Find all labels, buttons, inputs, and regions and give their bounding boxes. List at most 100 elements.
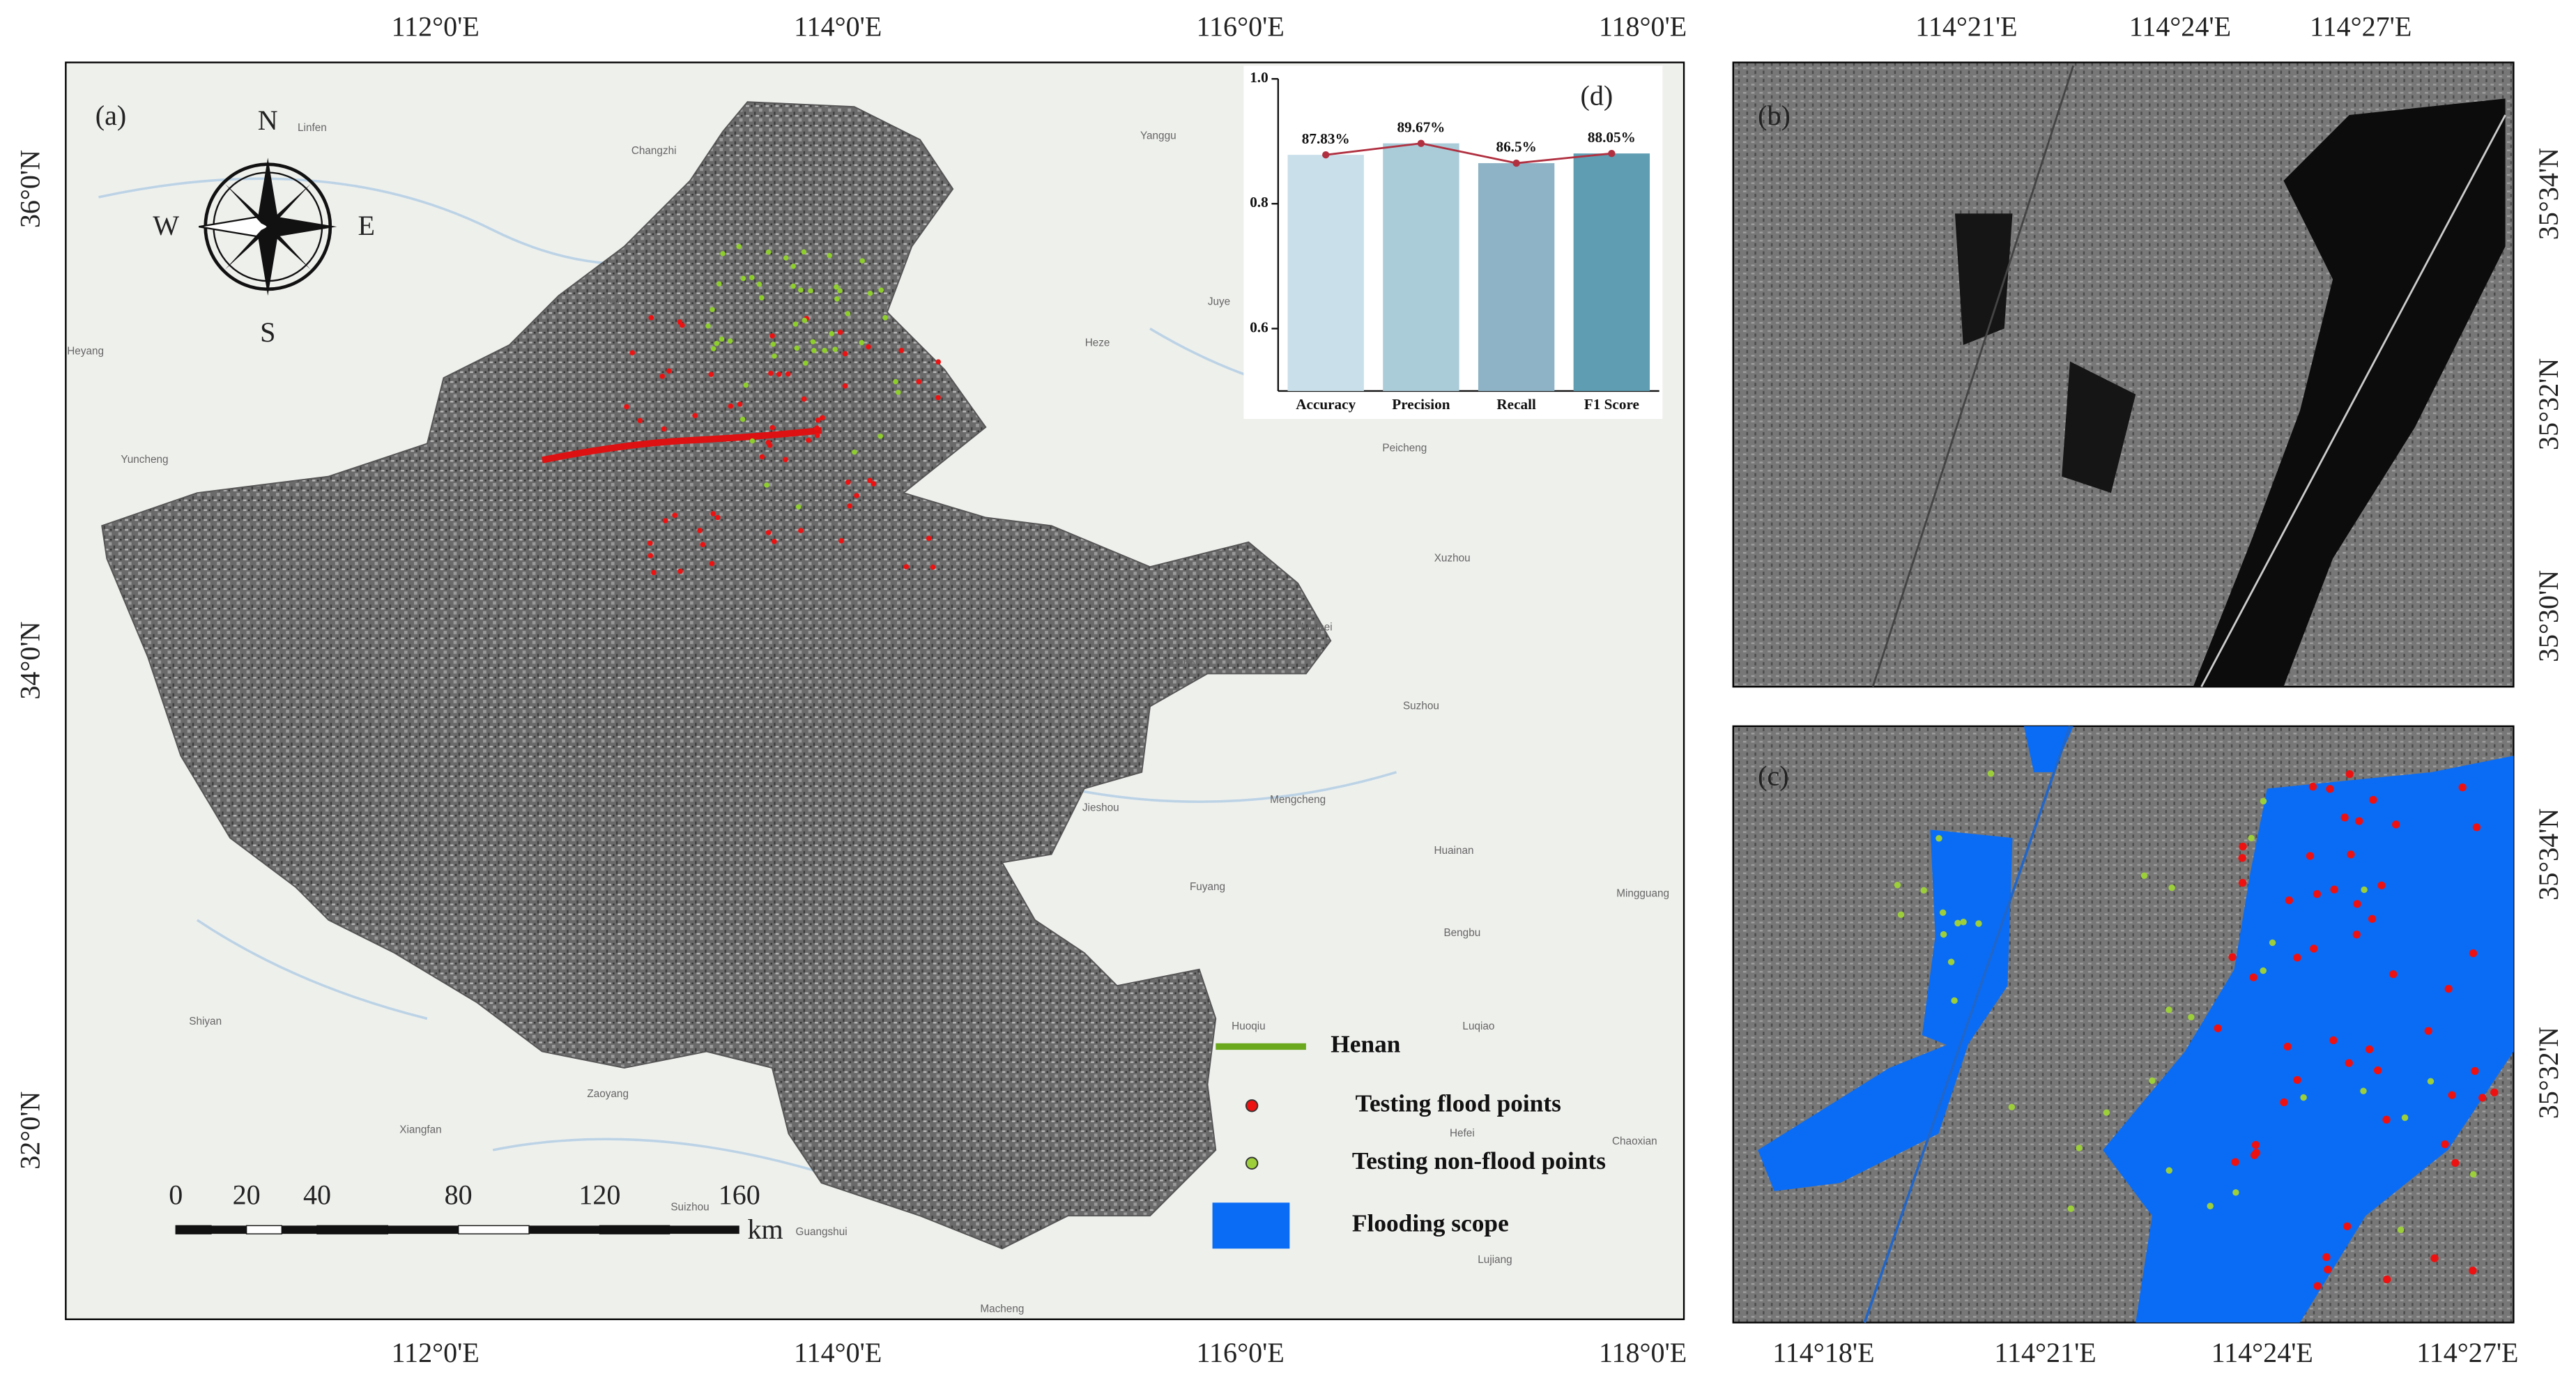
scale-unit: km: [748, 1214, 783, 1245]
lat-label: 35°34'N: [2533, 148, 2564, 240]
lat-label: 35°30'N: [2533, 570, 2564, 662]
place-name: Linfen: [298, 122, 327, 134]
scale-bar: 0 20 40 80 120 160 km: [169, 1179, 783, 1244]
value-label: 86.5%: [1496, 139, 1536, 155]
flood-point: [2369, 795, 2377, 804]
flood-point: [765, 440, 772, 445]
place-name: Yuncheng: [121, 454, 168, 466]
lon-label: 114°18'E: [1772, 1337, 1874, 1368]
compass-rose: [199, 158, 337, 296]
nonflood-point: [2360, 1087, 2367, 1094]
flood-point: [2239, 842, 2247, 851]
legend-label: Testing flood points: [1356, 1089, 1561, 1117]
nonflood-point: [1897, 911, 1905, 918]
legend-swatch-flood: [1245, 1099, 1259, 1112]
flood-point: [677, 319, 683, 325]
flood-point: [785, 371, 791, 377]
nonflood-point: [2469, 1171, 2477, 1178]
flood-point: [697, 528, 703, 533]
panel-b: [1732, 61, 2515, 688]
flood-point: [728, 403, 734, 409]
flood-point: [930, 564, 936, 570]
scale-segment: [457, 1225, 530, 1234]
bar: [1383, 143, 1459, 391]
flood-point: [648, 314, 654, 321]
place-name: Suizhou: [670, 1201, 709, 1213]
nonflood-point: [1975, 920, 1982, 927]
flood-point: [737, 401, 743, 407]
flood-point: [2329, 1036, 2338, 1045]
lon-label: 116°0'E: [1196, 11, 1284, 43]
flood-point: [2214, 1024, 2222, 1032]
trend-line: [1326, 142, 1612, 164]
flood-point: [2343, 1222, 2352, 1231]
flood-point: [814, 425, 820, 431]
flood-point: [2469, 949, 2478, 958]
nonflood-point: [756, 282, 762, 287]
nonflood-point: [2149, 1077, 2156, 1085]
place-name: Suzhou: [1403, 701, 1439, 712]
flood-point: [759, 454, 765, 460]
flood-point: [935, 395, 941, 401]
nonflood-point: [2168, 884, 2175, 892]
flood-point: [867, 477, 873, 484]
place-name: Xiangfan: [399, 1124, 441, 1136]
flood-point: [2368, 915, 2377, 923]
x-tick-label: Recall: [1496, 396, 1536, 413]
flood-point: [2383, 1275, 2391, 1284]
flood-point: [871, 481, 877, 487]
flood-point: [2345, 1059, 2353, 1067]
nonflood-point: [811, 348, 817, 353]
nonflood-point: [2260, 967, 2267, 974]
lon-label: 114°0'E: [794, 1337, 882, 1368]
lat-label: 35°32'N: [2533, 1027, 2564, 1119]
nonflood-point: [720, 251, 726, 257]
place-name: Heyang: [67, 345, 104, 357]
flood-point: [926, 535, 932, 542]
nonflood-point: [758, 295, 765, 300]
flood-point: [769, 424, 775, 431]
place-name: Chaoxian: [1612, 1135, 1657, 1147]
flood-point: [710, 511, 716, 516]
nonflood-point: [867, 291, 873, 296]
flood-point: [2324, 1265, 2332, 1273]
flood-point: [661, 426, 667, 432]
nonflood-point: [2140, 872, 2148, 879]
place-name: Bengbu: [1443, 927, 1480, 939]
lon-label: 114°24'E: [2211, 1337, 2313, 1368]
flood-point: [2355, 817, 2363, 825]
compass-letter: S: [260, 316, 275, 348]
flood-point: [798, 528, 804, 533]
flood-point: [2373, 1066, 2382, 1075]
flood-point: [2441, 1140, 2449, 1149]
nonflood-point: [837, 288, 843, 293]
nonflood-point: [792, 321, 799, 327]
nonflood-point: [2103, 1109, 2110, 1116]
lon-label: 114°0'E: [794, 11, 882, 43]
lon-label: 116°0'E: [1196, 1337, 1284, 1368]
nonflood-point: [714, 340, 720, 346]
flood-point: [820, 415, 825, 421]
flood-point: [2231, 1158, 2239, 1166]
nonflood-point: [795, 504, 802, 510]
road: [1871, 65, 2075, 687]
x-tick-label: F1 Score: [1584, 396, 1639, 413]
nonflood-point: [1947, 958, 1955, 965]
compass-letter: W: [153, 210, 179, 241]
flood-point: [2389, 970, 2398, 979]
nonflood-point: [2188, 1013, 2195, 1021]
nonflood-point: [2232, 1189, 2239, 1196]
place-name: Huainan: [1434, 845, 1474, 857]
place-name: Luqiao: [1462, 1020, 1494, 1032]
flood-point: [838, 538, 844, 544]
place-name: Jieshou: [1082, 802, 1119, 814]
flood-point: [772, 539, 777, 544]
nonflood-point: [834, 284, 839, 290]
water-dark-small: [1954, 213, 2136, 493]
place-name: Shiyan: [189, 1016, 222, 1027]
henan-region: [101, 101, 1332, 1250]
legend-swatch-flooding: [1212, 1202, 1290, 1249]
place-name: Huaibei: [1296, 621, 1333, 633]
nonflood-point: [834, 296, 840, 302]
scale-segment: [316, 1225, 389, 1234]
